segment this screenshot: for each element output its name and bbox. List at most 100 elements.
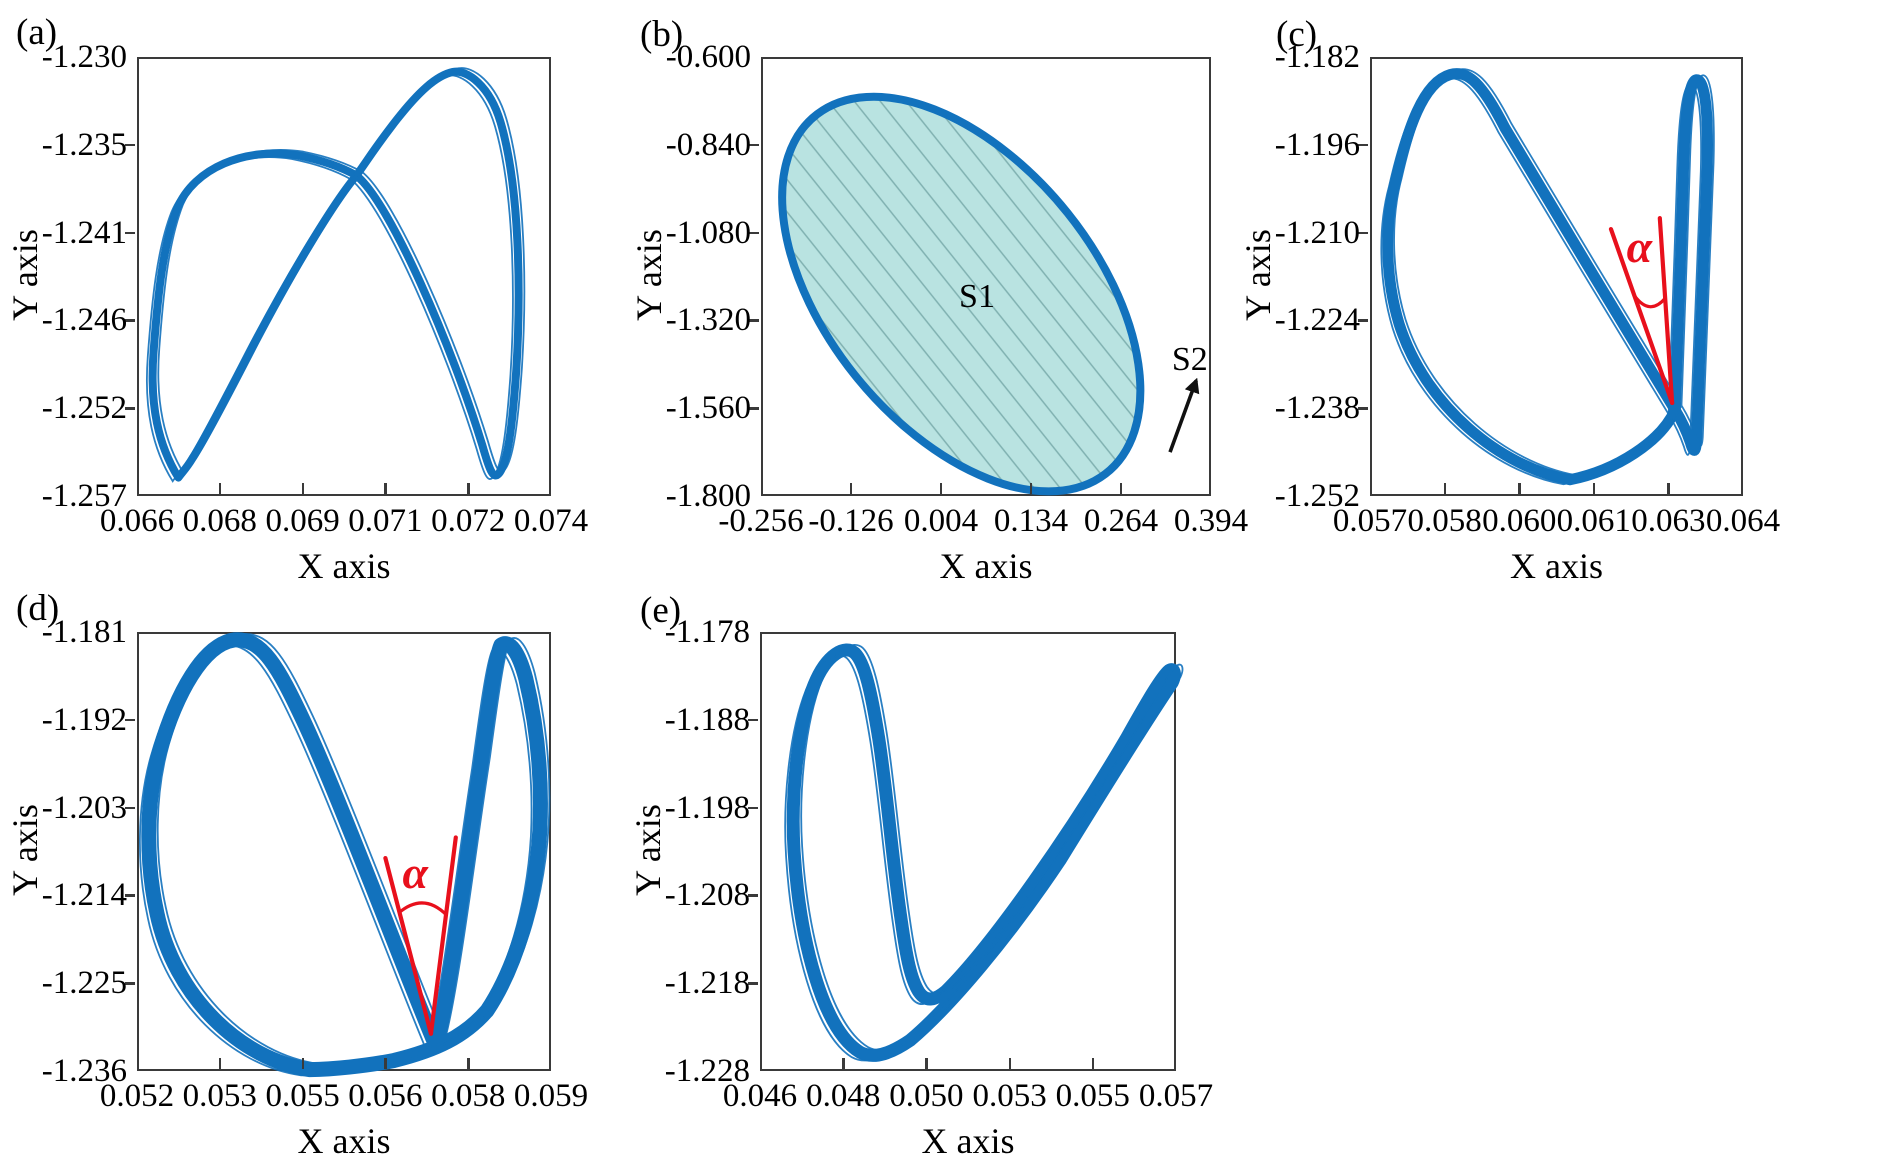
y-tick-label-b-1: -0.840 [665,126,751,163]
trajectory-curve-a [153,72,519,478]
x-tick-label-e-0: 0.046 [722,1078,798,1114]
panel-label-b: (b) [640,14,684,55]
x-tick-d-4 [467,1058,470,1069]
x-tick-label-e-3: 0.053 [972,1078,1047,1114]
y-tick-b-4 [749,407,759,410]
x-tick-c-4 [1667,483,1670,494]
curves-svg-e [760,632,1176,1071]
y-tick-label-d-5: -1.236 [41,1053,127,1089]
y-tick-a-3 [125,319,135,322]
trajectory-curve-d-echo-0 [158,634,550,1064]
trajectory-curve-e-echo-1 [785,655,1166,1060]
curves-svg-a [137,57,551,496]
y-tick-d-4 [125,982,135,985]
alpha-angle-arc [399,903,447,915]
y-tick-b-1 [749,143,759,147]
section-ellipse-s1 [711,33,1212,555]
panel-label-e: (e) [640,590,682,631]
trajectory-curve-a-echo-1 [147,75,513,481]
region-label-s1: S1 [959,277,995,315]
y-tick-a-1 [125,143,135,147]
x-tick-b-3 [1030,483,1033,494]
x-tick-label-e-4: 0.055 [1055,1078,1130,1114]
panel-label-d: (d) [16,588,60,629]
curves-svg-d [137,632,551,1071]
x-tick-label-c-4: 0.063 [1631,503,1706,539]
trajectory-curve-c-echo-0 [1394,69,1714,475]
y-tick-label-d-3: -1.214 [41,877,127,914]
x-tick-e-2 [925,1058,928,1069]
x-axis-title-c: X axis [1510,546,1603,586]
y-tick-label-e-5: -1.228 [664,1053,750,1089]
x-tick-c-2 [1518,483,1521,494]
y-tick-label-c-3: -1.224 [1274,302,1360,339]
alpha-label-d: α [402,846,428,898]
y-tick-c-3 [1358,319,1368,322]
y-tick-label-d-2: -1.203 [41,789,127,826]
x-tick-d-2 [301,1058,304,1069]
y-tick-label-b-5: -1.800 [665,478,751,514]
alpha-angle-line-1 [431,837,456,1033]
x-tick-a-2 [301,483,304,494]
y-tick-e-1 [748,718,758,722]
x-tick-label-d-2: 0.055 [265,1078,340,1114]
trajectory-curve-d [149,640,541,1070]
x-tick-label-b-5: 0.394 [1173,503,1249,539]
y-tick-label-c-0: -1.182 [1274,39,1360,75]
y-axis-title-d: Y axis [5,803,45,896]
y-tick-a-4 [125,407,135,410]
x-tick-d-1 [218,1058,222,1069]
x-tick-label-a-1: 0.068 [182,503,257,539]
y-tick-label-a-2: -1.241 [41,214,127,251]
sliver-region-s2 [1126,416,1187,475]
x-axis-title-a: X axis [297,546,391,586]
alpha-angle-line-0 [385,858,431,1034]
x-tick-label-b-1: -0.126 [808,503,894,539]
x-tick-c-1 [1443,483,1446,494]
x-axis-title-d: X axis [297,1121,391,1161]
y-tick-label-b-0: -0.600 [665,39,751,75]
x-tick-label-c-2: 0.060 [1482,503,1557,539]
y-tick-label-d-4: -1.225 [41,965,127,1002]
x-axis-title-b: X axis [939,546,1033,586]
x-tick-label-b-0: -0.256 [718,503,804,539]
y-tick-c-1 [1358,143,1368,147]
y-tick-label-e-3: -1.208 [664,877,750,914]
y-tick-d-3 [125,894,135,897]
y-tick-label-a-1: -1.235 [41,126,127,163]
x-tick-label-e-5: 0.057 [1138,1078,1214,1114]
x-tick-label-c-3: 0.061 [1556,503,1631,539]
x-tick-label-e-1: 0.048 [806,1078,881,1114]
x-tick-b-1 [850,483,853,494]
y-tick-c-2 [1358,231,1368,234]
x-tick-b-4 [1120,483,1123,494]
x-tick-c-3 [1592,483,1596,494]
y-tick-c-4 [1358,407,1368,410]
x-tick-e-1 [842,1058,845,1069]
y-tick-label-d-1: -1.192 [41,701,127,738]
x-tick-label-b-4: 0.264 [1083,503,1159,539]
alpha-angle-arc [1635,296,1665,306]
x-tick-label-a-3: 0.071 [348,503,423,539]
x-tick-e-4 [1091,1058,1095,1069]
y-tick-label-e-0: -1.178 [664,614,750,650]
x-tick-label-d-5: 0.059 [513,1078,589,1114]
curves-svg-b [761,57,1200,496]
y-tick-label-a-5: -1.257 [41,478,127,514]
y-tick-label-c-5: -1.252 [1274,478,1360,514]
x-tick-a-3 [384,483,387,494]
y-tick-d-2 [125,806,135,809]
trajectory-curve-c-echo-1 [1381,78,1701,484]
y-tick-label-e-2: -1.198 [664,789,750,826]
x-tick-label-c-5: 0.064 [1705,503,1781,539]
y-tick-label-a-0: -1.230 [41,39,127,75]
y-tick-label-c-4: -1.238 [1274,390,1360,427]
x-tick-label-b-2: 0.004 [903,503,979,539]
y-tick-label-e-1: -1.188 [664,701,750,738]
x-tick-label-d-0: 0.052 [99,1078,175,1114]
y-tick-label-b-4: -1.560 [665,390,751,427]
x-tick-label-d-4: 0.058 [431,1078,506,1114]
alpha-angle-line-0 [1611,229,1672,403]
y-tick-label-a-4: -1.252 [41,390,127,427]
